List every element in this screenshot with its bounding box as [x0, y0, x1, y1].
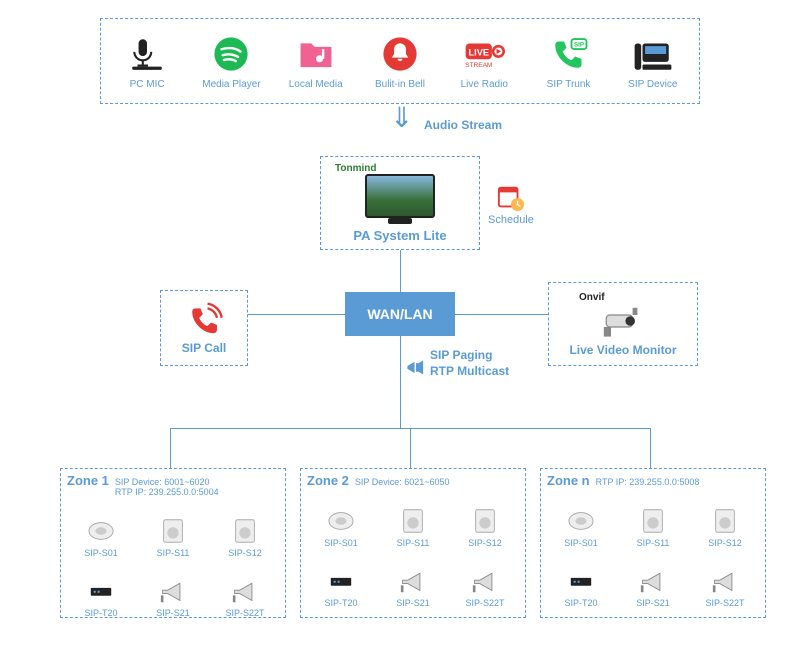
zone-title: Zone 2 — [307, 473, 349, 488]
device-horn-speaker: SIP-S21 — [379, 550, 447, 608]
zone-n-box: Zone n RTP IP: 239.255.0.0:5008 SIP-S01 … — [540, 468, 766, 618]
sip-phone-icon — [548, 33, 590, 75]
connector-line — [650, 428, 651, 468]
device-horn-speaker: SIP-S22T — [451, 550, 519, 608]
double-down-arrow-icon: ⇓ — [390, 104, 413, 132]
device-wall-speaker: SIP-S11 — [619, 490, 687, 548]
connector-line — [410, 428, 411, 468]
live-stream-icon — [463, 33, 505, 75]
audio-stream-label: Audio Stream — [424, 118, 502, 132]
source-label: Local Media — [289, 79, 343, 90]
sip-call-box: SIP Call — [160, 290, 248, 366]
device-horn-speaker: SIP-S22T — [691, 550, 759, 608]
connector-line — [400, 336, 401, 428]
connector-line — [400, 250, 401, 292]
zone-title: Zone 1 — [67, 473, 109, 488]
device-ceiling-speaker: SIP-S01 — [67, 500, 135, 558]
device-wall-speaker: SIP-S12 — [211, 500, 279, 558]
zone-title: Zone n — [547, 473, 590, 488]
zone-subtitle: SIP Device: 6021~6050 — [355, 478, 450, 488]
source-live-radio: Live Radio — [444, 33, 524, 90]
live-video-box: Onvif Live Video Monitor — [548, 282, 698, 366]
connector-line — [455, 314, 548, 315]
zone-header: Zone n RTP IP: 239.255.0.0:5008 — [547, 473, 759, 488]
device-wall-speaker: SIP-S11 — [139, 500, 207, 558]
zone-devices: SIP-S01 SIP-S11 SIP-S12 SIP-T20 SIP-S21 … — [307, 490, 519, 608]
zone-subtitle: RTP IP: 239.255.0.0:5008 — [596, 478, 700, 488]
zone-1-box: Zone 1 SIP Device: 6001~6020 RTP IP: 239… — [60, 468, 286, 618]
device-wall-speaker: SIP-S12 — [691, 490, 759, 548]
sip-paging-label: SIP Paging — [430, 348, 492, 362]
zone-header: Zone 2 SIP Device: 6021~6050 — [307, 473, 519, 488]
folder-music-icon — [295, 33, 337, 75]
connector-line — [248, 314, 345, 315]
sip-call-label: SIP Call — [182, 341, 226, 355]
source-bell: Bulit-in Bell — [360, 33, 440, 90]
source-label: SIP Trunk — [547, 79, 591, 90]
device-ceiling-speaker: SIP-S01 — [307, 490, 375, 548]
wan-lan-label: WAN/LAN — [367, 306, 432, 322]
source-label: PC MIC — [130, 79, 165, 90]
source-local-media: Local Media — [276, 33, 356, 90]
ip-phone-icon — [632, 33, 674, 75]
device-ceiling-speaker: SIP-S01 — [547, 490, 615, 548]
pa-title: PA System Lite — [353, 228, 446, 243]
device-amplifier: SIP-T20 — [307, 550, 375, 608]
zone-2-box: Zone 2 SIP Device: 6021~6050 SIP-S01 SIP… — [300, 468, 526, 618]
device-wall-speaker: SIP-S11 — [379, 490, 447, 548]
megaphone-icon — [406, 356, 426, 381]
source-media-player: Media Player — [191, 33, 271, 90]
bell-icon — [379, 33, 421, 75]
onvif-brand: Onvif — [579, 292, 605, 303]
device-horn-speaker: SIP-S22T — [211, 560, 279, 618]
zone-devices: SIP-S01 SIP-S11 SIP-S12 SIP-T20 SIP-S21 … — [547, 490, 759, 608]
sources-box: PC MIC Media Player Local Media Bulit-in… — [100, 18, 700, 104]
zone-devices: SIP-S01 SIP-S11 SIP-S12 SIP-T20 SIP-S21 … — [67, 500, 279, 618]
pa-brand-label: Tonmind — [335, 163, 376, 174]
mic-icon — [126, 33, 168, 75]
device-amplifier: SIP-T20 — [67, 560, 135, 618]
connector-line — [170, 428, 171, 468]
device-horn-speaker: SIP-S21 — [139, 560, 207, 618]
schedule-icon — [497, 184, 525, 212]
zone-subtitle: SIP Device: 6001~6020 RTP IP: 239.255.0.… — [115, 478, 219, 498]
device-horn-speaker: SIP-S21 — [619, 550, 687, 608]
wan-lan-box: WAN/LAN — [345, 292, 455, 336]
source-sip-trunk: SIP Trunk — [529, 33, 609, 90]
rtp-multicast-label: RTP Multicast — [430, 364, 509, 378]
schedule-label: Schedule — [488, 214, 534, 226]
source-label: Bulit-in Bell — [375, 79, 425, 90]
monitor-icon — [365, 174, 435, 218]
pa-system-box: Tonmind PA System Lite — [320, 156, 480, 250]
source-sip-device: SIP Device — [613, 33, 693, 90]
source-label: Live Radio — [461, 79, 508, 90]
cctv-camera-icon — [588, 303, 658, 339]
device-wall-speaker: SIP-S12 — [451, 490, 519, 548]
device-amplifier: SIP-T20 — [547, 550, 615, 608]
live-video-label: Live Video Monitor — [569, 343, 676, 357]
spotify-icon — [210, 33, 252, 75]
phone-ring-icon — [184, 301, 224, 337]
zone-header: Zone 1 SIP Device: 6001~6020 RTP IP: 239… — [67, 473, 279, 498]
schedule-block: Schedule — [488, 184, 534, 226]
source-pc-mic: PC MIC — [107, 33, 187, 90]
source-label: SIP Device — [628, 79, 677, 90]
source-label: Media Player — [202, 79, 260, 90]
